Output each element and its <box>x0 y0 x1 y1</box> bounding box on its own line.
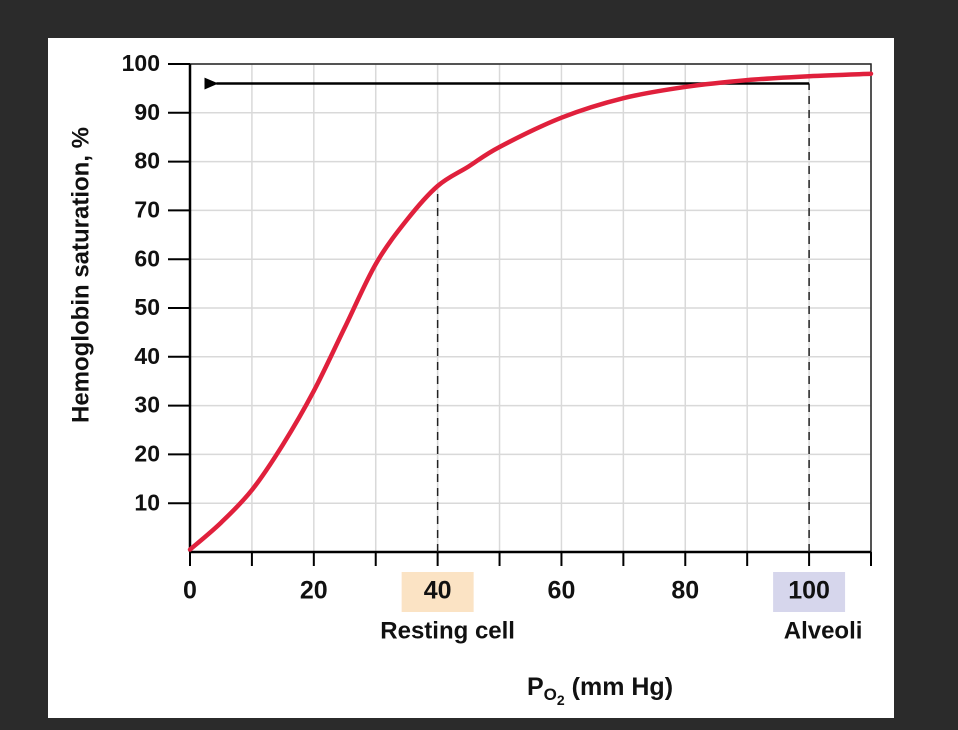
panel <box>48 38 894 718</box>
y-tick-label: 70 <box>134 196 160 222</box>
y-tick-label: 100 <box>122 50 160 76</box>
y-tick-label: 50 <box>134 294 160 320</box>
y-tick-label: 20 <box>134 440 160 466</box>
x-label-part: 2 <box>557 692 565 708</box>
y-tick-label: 30 <box>134 392 160 418</box>
y-tick-label: 40 <box>134 343 160 369</box>
tick-highlight <box>773 572 846 612</box>
y-tick-label: 80 <box>134 148 160 174</box>
x-tick-label: 20 <box>300 577 328 605</box>
y-tick-label: 90 <box>134 99 160 125</box>
y-tick-label: 10 <box>134 489 160 515</box>
x-tick-label: 60 <box>548 577 576 605</box>
plot: 10 20 30 40 50 60 70 80 90 100 0 20 40 60 80 100 Resting… <box>67 50 874 708</box>
x-tick-label: 40 <box>424 577 452 605</box>
x-tick-label: 0 <box>183 577 197 605</box>
x-axis-label: PO2 (mm Hg) <box>527 673 673 708</box>
x-label-part: P <box>527 673 544 701</box>
tick-highlight <box>401 572 474 612</box>
curve <box>187 71 874 552</box>
x-tick-label: 80 <box>671 577 699 605</box>
x-tick-label: 100 <box>788 577 830 605</box>
y-axis-label: Hemoglobin saturation, % <box>67 127 94 423</box>
x-label-part: (mm Hg) <box>565 673 673 701</box>
y-tick-label: 60 <box>134 245 160 271</box>
marker-label: Resting cell <box>380 617 515 644</box>
marker-label: Alveoli <box>784 617 863 644</box>
x-label-part: O <box>544 685 557 704</box>
